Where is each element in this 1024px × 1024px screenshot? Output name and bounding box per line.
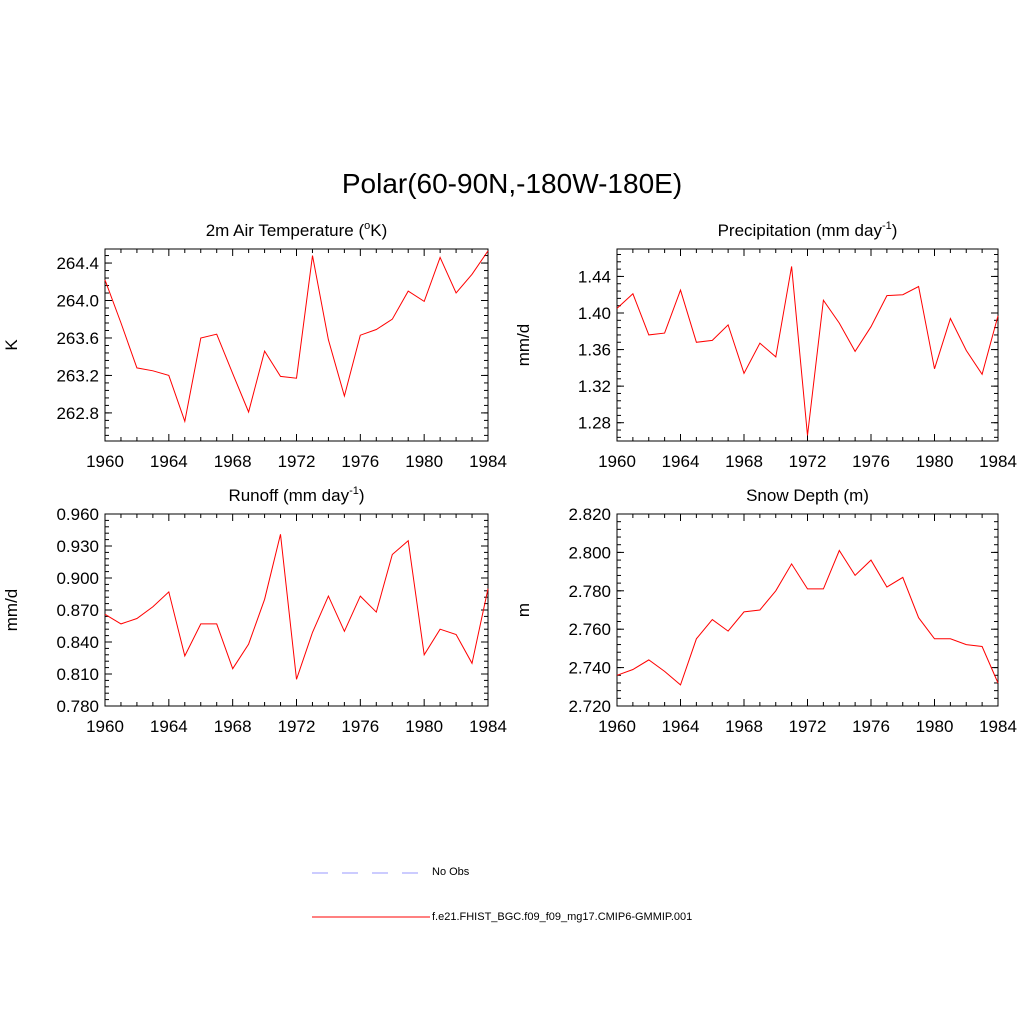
panel-title: Snow Depth (m) xyxy=(746,486,869,505)
x-tick-label: 1964 xyxy=(662,717,700,736)
y-tick-label: 0.960 xyxy=(56,505,99,524)
x-tick-label: 1968 xyxy=(725,717,763,736)
y-axis-label: mm/d xyxy=(2,589,21,632)
x-tick-label: 1984 xyxy=(469,452,507,471)
y-tick-label: 1.36 xyxy=(578,341,611,360)
panel-title: 2m Air Temperature (oK) xyxy=(206,220,388,240)
x-tick-label: 1976 xyxy=(341,452,379,471)
y-tick-label: 262.8 xyxy=(56,404,99,423)
y-tick-label: 263.2 xyxy=(56,366,99,385)
x-tick-label: 1980 xyxy=(405,452,443,471)
x-tick-label: 1968 xyxy=(214,452,252,471)
y-tick-label: 264.0 xyxy=(56,292,99,311)
chart-panel-2: Runoff (mm day-1) mm/d 1960 1964 1968 1972 197… xyxy=(2,485,507,736)
panel-title-text: Runoff (mm day xyxy=(228,486,349,505)
plot-frame xyxy=(616,248,999,442)
panel-title-sup: -1 xyxy=(882,220,892,232)
panel-title-tail: K) xyxy=(370,221,387,240)
panel-title-tail: ) xyxy=(359,486,365,505)
plot-frame xyxy=(616,513,999,707)
x-tick-label: 1976 xyxy=(852,717,890,736)
series-line-0 xyxy=(616,549,999,686)
series-line-0 xyxy=(616,266,999,436)
legend-swatch-model xyxy=(312,916,430,918)
panel-title: Runoff (mm day-1) xyxy=(228,485,364,505)
x-tick-label: 1980 xyxy=(916,452,954,471)
panel-title-text: Precipitation (mm day xyxy=(718,221,883,240)
x-tick-label: 1972 xyxy=(789,452,827,471)
series-line-0 xyxy=(104,250,489,424)
figure-title: Polar(60-90N,-180W-180E) xyxy=(341,168,683,199)
panel-title: Precipitation (mm day-1) xyxy=(718,220,898,240)
chart-panel-0: 2m Air Temperature (oK) K 1960 1964 1968 1972… xyxy=(2,220,507,471)
x-tick-label: 1984 xyxy=(469,717,507,736)
x-tick-label: 1972 xyxy=(278,717,316,736)
x-tick-label: 1964 xyxy=(150,717,188,736)
panel-title-text: 2m Air Temperature ( xyxy=(206,221,365,240)
x-tick-label: 1960 xyxy=(86,452,124,471)
y-tick-label: 1.32 xyxy=(578,377,611,396)
series-line-0 xyxy=(104,534,489,680)
y-tick-label: 263.6 xyxy=(56,329,99,348)
y-tick-label: 0.870 xyxy=(56,601,99,620)
panel-title-text: Snow Depth (m) xyxy=(746,486,869,505)
y-tick-label: 264.4 xyxy=(56,254,99,273)
panel-title-sup: -1 xyxy=(349,485,359,497)
panel-title-sup: o xyxy=(364,220,370,232)
chart-panel-1: Precipitation (mm day-1) mm/d 1960 1964 1968… xyxy=(514,220,1017,471)
y-tick-label: 2.720 xyxy=(568,697,611,716)
chart-panel-3: Snow Depth (m) m 1960 1964 1968 1972 1976 1980 1… xyxy=(514,486,1017,736)
x-tick-label: 1976 xyxy=(341,717,379,736)
x-tick-label: 1980 xyxy=(916,717,954,736)
x-tick-label: 1968 xyxy=(725,452,763,471)
y-tick-label: 2.740 xyxy=(568,659,611,678)
x-tick-label: 1980 xyxy=(405,717,443,736)
x-tick-label: 1968 xyxy=(214,717,252,736)
legend-label-model: f.e21.FHIST_BGC.f09_f09_mg17.CMIP6-GMMIP… xyxy=(432,911,693,923)
y-tick-label: 0.900 xyxy=(56,569,99,588)
y-tick-label: 2.780 xyxy=(568,582,611,601)
y-axis-label: mm/d xyxy=(514,324,533,367)
x-tick-label: 1960 xyxy=(86,717,124,736)
y-tick-label: 0.840 xyxy=(56,633,99,652)
x-tick-label: 1960 xyxy=(598,452,636,471)
legend-label-obs: No Obs xyxy=(432,866,470,878)
y-tick-label: 0.810 xyxy=(56,665,99,684)
x-tick-label: 1972 xyxy=(789,717,827,736)
x-tick-label: 1960 xyxy=(598,717,636,736)
legend-swatch-obs xyxy=(312,872,420,874)
y-tick-label: 1.40 xyxy=(578,304,611,323)
panel-title-tail: ) xyxy=(892,221,898,240)
y-tick-label: 0.930 xyxy=(56,537,99,556)
x-tick-label: 1976 xyxy=(852,452,890,471)
y-tick-label: 1.44 xyxy=(578,267,611,286)
x-tick-label: 1984 xyxy=(979,717,1017,736)
y-tick-label: 1.28 xyxy=(578,414,611,433)
plot-frame xyxy=(104,248,489,442)
y-axis-label: K xyxy=(2,339,21,351)
y-tick-label: 2.800 xyxy=(568,543,611,562)
y-tick-label: 2.820 xyxy=(568,505,611,524)
y-tick-label: 2.760 xyxy=(568,620,611,639)
x-tick-label: 1964 xyxy=(662,452,700,471)
x-tick-label: 1984 xyxy=(979,452,1017,471)
x-tick-label: 1964 xyxy=(150,452,188,471)
y-tick-label: 0.780 xyxy=(56,697,99,716)
x-tick-label: 1972 xyxy=(278,452,316,471)
y-axis-label: m xyxy=(514,603,533,617)
